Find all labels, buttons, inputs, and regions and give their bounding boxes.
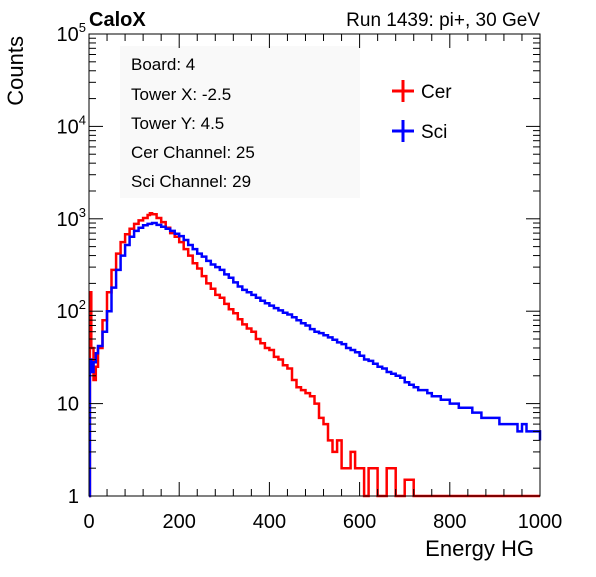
x-axis-title: Energy HG: [425, 536, 534, 561]
y-axis-title: Counts: [3, 36, 28, 106]
x-tick-label: 800: [433, 511, 466, 533]
info-board: Board: 4: [131, 55, 195, 74]
legend-cer-label: Cer: [421, 82, 452, 103]
y-axis: 1 10 102 103 104 105: [57, 20, 540, 508]
y-tick-label: 10: [57, 394, 79, 416]
series-sci-line: [88, 221, 542, 498]
series-cer-line: [88, 211, 540, 498]
legend-item-cer: Cer: [392, 80, 452, 103]
x-tick-label: 200: [163, 511, 196, 533]
plot-frame: [88, 33, 541, 497]
x-axis: 0 200 400 600 800 1000: [83, 34, 562, 533]
y-tick-label: 104: [57, 112, 86, 138]
x-tick-label: 1000: [518, 511, 563, 533]
info-box: Board: 4 Tower X: -2.5 Tower Y: 4.5 Cer …: [120, 46, 360, 198]
info-tower-x: Tower X: -2.5: [131, 85, 231, 104]
info-tower-y: Tower Y: 4.5: [131, 114, 224, 133]
y-tick-label: 102: [57, 297, 86, 323]
legend-item-sci: Sci: [392, 120, 447, 143]
x-tick-label: 400: [253, 511, 286, 533]
series-layer: [88, 211, 542, 498]
y-tick-label: 103: [57, 205, 86, 231]
header-left: CaloX: [89, 9, 146, 31]
header-right: Run 1439: pi+, 30 GeV: [346, 10, 540, 31]
info-box-background: [120, 46, 360, 198]
y-tick-label: 105: [57, 20, 86, 46]
x-tick-label: 600: [343, 511, 376, 533]
info-cer-channel: Cer Channel: 25: [131, 143, 255, 162]
legend-sci-label: Sci: [421, 122, 447, 143]
y-tick-label: 1: [68, 486, 79, 508]
legend: Cer Sci: [392, 80, 452, 143]
info-sci-channel: Sci Channel: 29: [131, 172, 251, 191]
x-tick-label: 0: [83, 511, 94, 533]
